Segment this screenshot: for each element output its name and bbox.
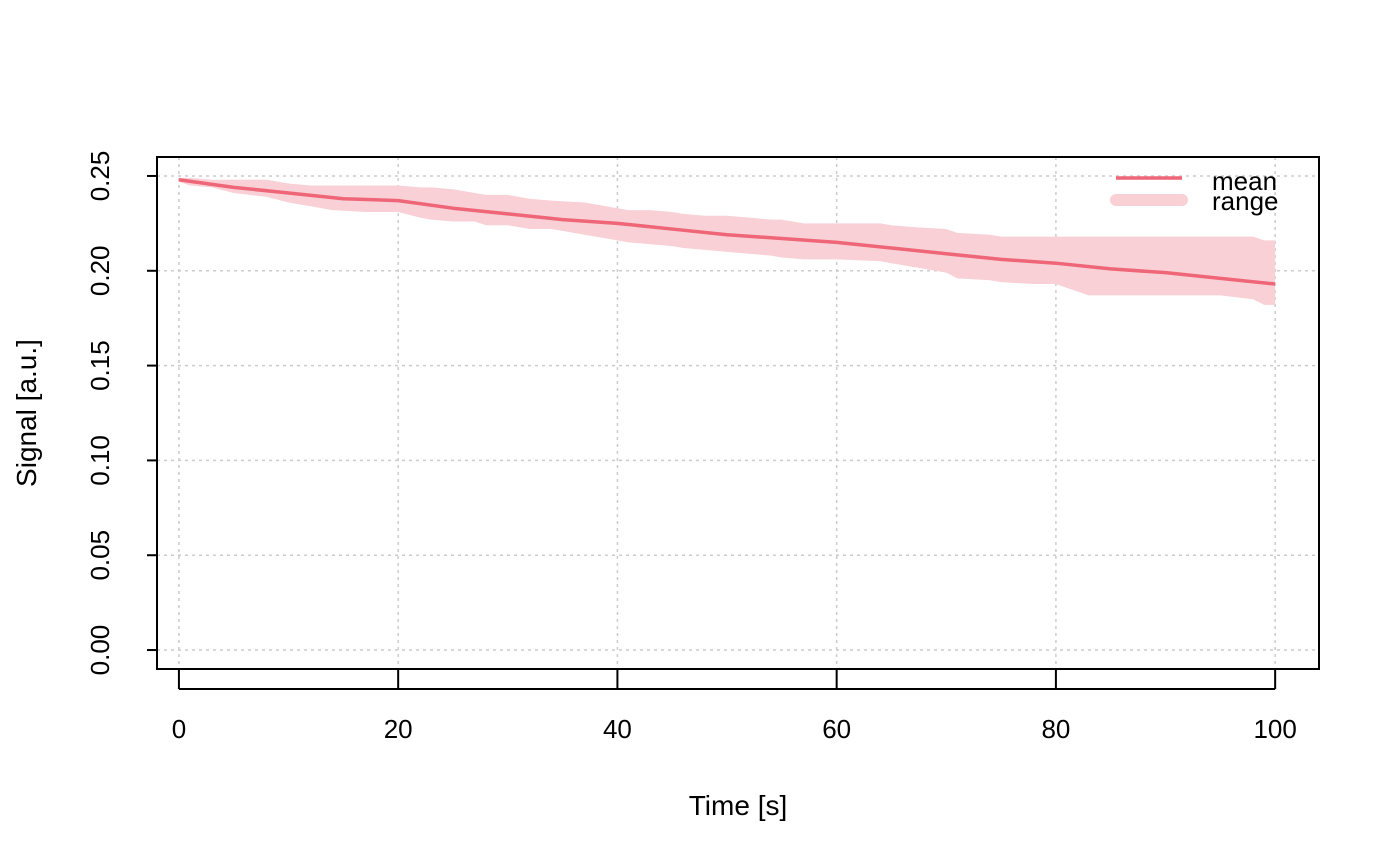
y-axis-title: Signal [a.u.]	[11, 339, 42, 487]
x-tick-label: 40	[603, 714, 632, 744]
x-tick-label: 60	[822, 714, 851, 744]
y-tick-label: 0.05	[85, 530, 115, 581]
y-tick-label: 0.10	[85, 435, 115, 486]
x-tick-label: 100	[1253, 714, 1296, 744]
legend-mean-label: mean	[1212, 166, 1277, 196]
y-tick-label: 0.00	[85, 625, 115, 676]
range-band	[178, 177, 1276, 305]
y-axis: 0.00 0.05 0.10 0.15 0.20 0.25	[85, 151, 158, 676]
mean-line	[178, 178, 1276, 286]
series-lines	[178, 178, 1276, 286]
y-tick-label: 0.25	[85, 151, 115, 202]
x-axis: 0 20 40 60 80 100	[172, 669, 1297, 744]
x-tick-label: 80	[1041, 714, 1070, 744]
x-tick-label: 20	[384, 714, 413, 744]
y-tick-label: 0.15	[85, 340, 115, 391]
y-tick-label: 0.20	[85, 245, 115, 296]
legend: mean range	[1110, 166, 1279, 216]
x-tick-label: 0	[172, 714, 186, 744]
legend-range-label: range	[1212, 186, 1279, 216]
x-axis-title: Time [s]	[689, 790, 788, 821]
range-band-area	[178, 177, 1276, 305]
